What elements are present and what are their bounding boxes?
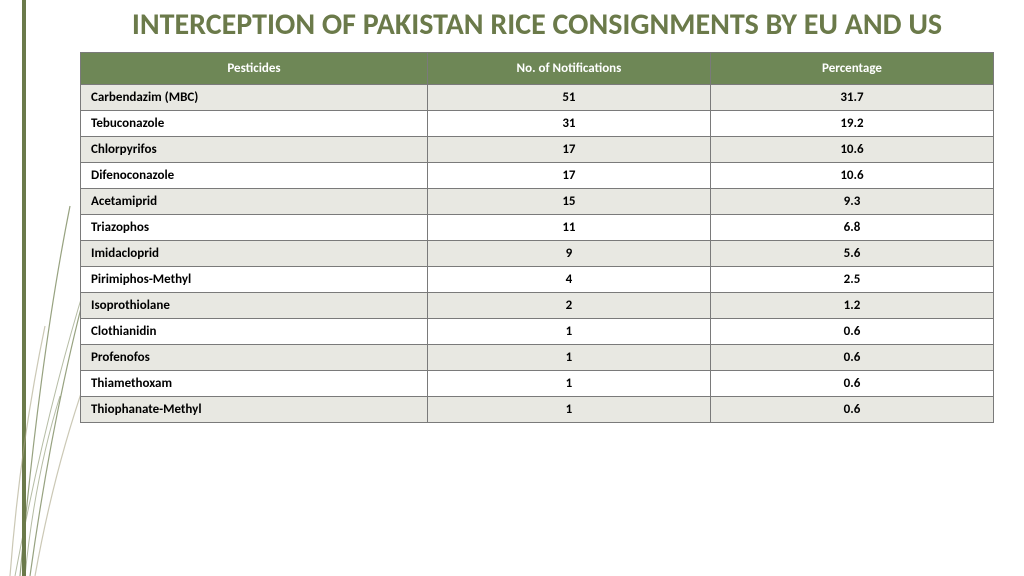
cell-pesticide: Tebuconazole <box>81 110 428 136</box>
cell-pesticide: Thiamethoxam <box>81 370 428 396</box>
table-row: Thiophanate-Methyl10.6 <box>81 396 994 422</box>
table-row: Carbendazim (MBC)5131.7 <box>81 84 994 110</box>
cell-percentage: 9.3 <box>710 188 993 214</box>
cell-pesticide: Carbendazim (MBC) <box>81 84 428 110</box>
cell-percentage: 1.2 <box>710 292 993 318</box>
table-row: Imidacloprid95.6 <box>81 240 994 266</box>
cell-pesticide: Imidacloprid <box>81 240 428 266</box>
cell-notifications: 4 <box>427 266 710 292</box>
cell-percentage: 0.6 <box>710 318 993 344</box>
cell-notifications: 11 <box>427 214 710 240</box>
page-title: INTERCEPTION OF PAKISTAN RICE CONSIGNMEN… <box>80 8 994 42</box>
col-header-pesticides: Pesticides <box>81 52 428 84</box>
col-header-percentage: Percentage <box>710 52 993 84</box>
cell-pesticide: Thiophanate-Methyl <box>81 396 428 422</box>
cell-notifications: 1 <box>427 318 710 344</box>
cell-percentage: 0.6 <box>710 344 993 370</box>
slide-content: INTERCEPTION OF PAKISTAN RICE CONSIGNMEN… <box>80 8 994 423</box>
cell-pesticide: Pirimiphos-Methyl <box>81 266 428 292</box>
interception-table: Pesticides No. of Notifications Percenta… <box>80 52 994 423</box>
table-header-row: Pesticides No. of Notifications Percenta… <box>81 52 994 84</box>
table-row: Pirimiphos-Methyl42.5 <box>81 266 994 292</box>
cell-notifications: 15 <box>427 188 710 214</box>
cell-pesticide: Difenoconazole <box>81 162 428 188</box>
table-row: Clothianidin10.6 <box>81 318 994 344</box>
cell-pesticide: Acetamiprid <box>81 188 428 214</box>
cell-notifications: 1 <box>427 344 710 370</box>
table-row: Profenofos10.6 <box>81 344 994 370</box>
cell-notifications: 2 <box>427 292 710 318</box>
table-row: Thiamethoxam10.6 <box>81 370 994 396</box>
cell-percentage: 19.2 <box>710 110 993 136</box>
cell-pesticide: Triazophos <box>81 214 428 240</box>
cell-notifications: 1 <box>427 370 710 396</box>
cell-notifications: 17 <box>427 136 710 162</box>
cell-percentage: 6.8 <box>710 214 993 240</box>
cell-pesticide: Clothianidin <box>81 318 428 344</box>
cell-notifications: 9 <box>427 240 710 266</box>
cell-percentage: 0.6 <box>710 396 993 422</box>
table-row: Difenoconazole1710.6 <box>81 162 994 188</box>
cell-notifications: 17 <box>427 162 710 188</box>
cell-percentage: 10.6 <box>710 136 993 162</box>
left-accent-bar <box>22 0 26 576</box>
table-row: Isoprothiolane21.2 <box>81 292 994 318</box>
col-header-notifications: No. of Notifications <box>427 52 710 84</box>
cell-percentage: 0.6 <box>710 370 993 396</box>
cell-percentage: 10.6 <box>710 162 993 188</box>
cell-pesticide: Isoprothiolane <box>81 292 428 318</box>
cell-notifications: 51 <box>427 84 710 110</box>
table-row: Triazophos116.8 <box>81 214 994 240</box>
cell-percentage: 31.7 <box>710 84 993 110</box>
table-row: Chlorpyrifos1710.6 <box>81 136 994 162</box>
cell-notifications: 31 <box>427 110 710 136</box>
table-row: Tebuconazole3119.2 <box>81 110 994 136</box>
table-row: Acetamiprid159.3 <box>81 188 994 214</box>
cell-pesticide: Profenofos <box>81 344 428 370</box>
cell-notifications: 1 <box>427 396 710 422</box>
cell-percentage: 5.6 <box>710 240 993 266</box>
cell-percentage: 2.5 <box>710 266 993 292</box>
cell-pesticide: Chlorpyrifos <box>81 136 428 162</box>
